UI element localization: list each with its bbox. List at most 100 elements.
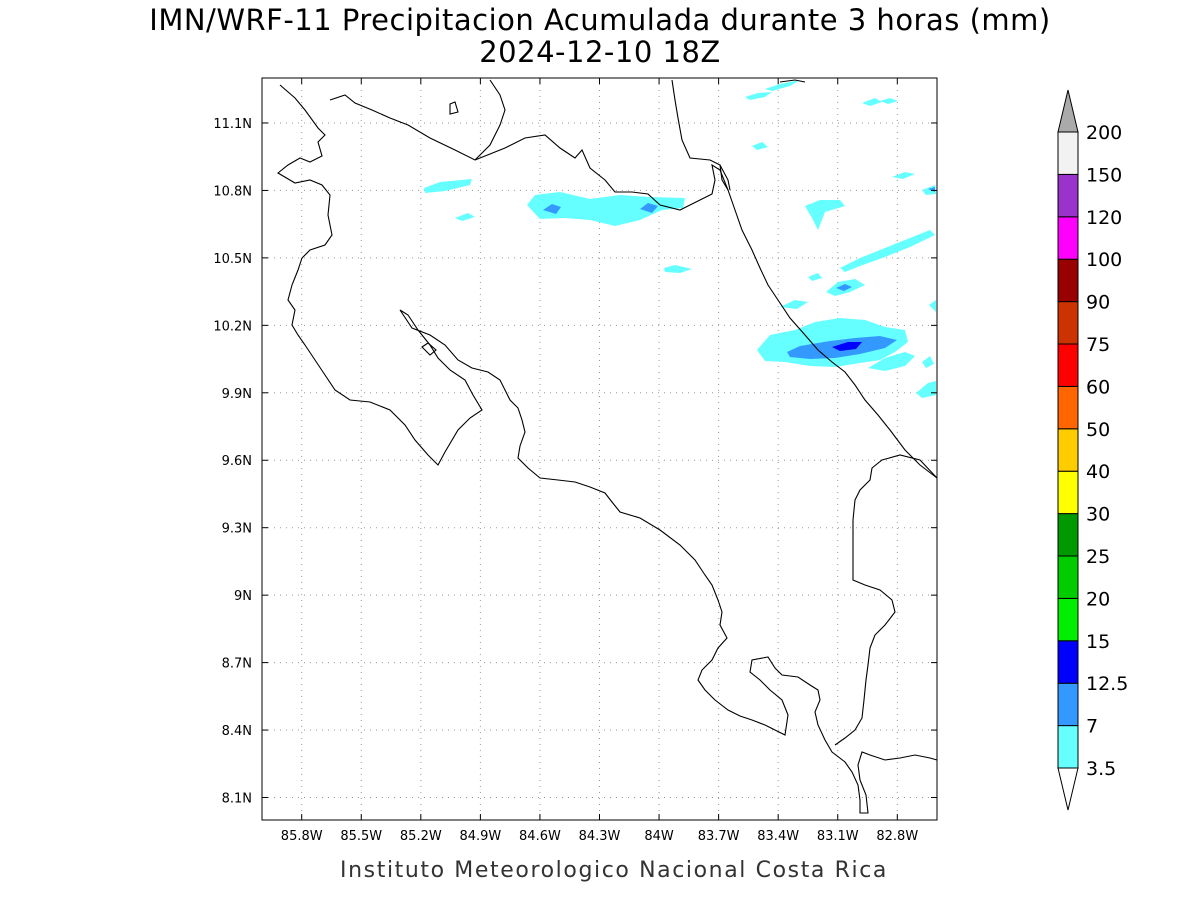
lon-tick-label: 85.2W	[400, 829, 442, 844]
lon-tick-label: 82.8W	[876, 829, 918, 844]
precip-area-3.5	[527, 192, 685, 226]
lon-tick-label: 84.6W	[519, 829, 561, 844]
pacific-coastline	[277, 84, 938, 814]
precip-area-3.5	[892, 172, 915, 179]
colorbar-label: 7	[1086, 716, 1098, 738]
colorbar-swatch	[1057, 216, 1079, 260]
colorbar-swatch	[1057, 555, 1079, 599]
colorbar-label: 40	[1086, 461, 1110, 483]
precip-area-3.5	[745, 92, 772, 100]
colorbar-swatch	[1057, 597, 1079, 642]
lat-tick-label: 10.2N	[213, 319, 252, 334]
precip-area-3.5	[424, 179, 472, 193]
precip-area-3.5	[868, 352, 915, 371]
lon-tick-label: 83.1W	[817, 829, 859, 844]
colorbar-swatch	[1057, 131, 1079, 175]
colorbar-label: 20	[1086, 588, 1110, 610]
title-line-2: 2024-12-10 18Z	[479, 35, 721, 69]
lat-tick-label: 9.3N	[222, 522, 252, 537]
map-panel: 85.8W 85.5W 85.2W 84.9W 84.6W 84.3W 84W 83.7W 83…	[213, 77, 938, 844]
colorbar-label: 15	[1086, 631, 1110, 653]
lon-tick-label: 84W	[644, 829, 674, 844]
precip-area-3.5	[455, 213, 475, 221]
lat-tick-label: 10.5N	[213, 252, 252, 267]
colorbar-swatch	[1057, 301, 1079, 345]
precip-area-3.5	[922, 356, 934, 368]
lat-tick-label: 8.4N	[222, 724, 252, 739]
title-line-1: IMN/WRF-11 Precipitacion Acumulada duran…	[149, 3, 1050, 37]
colorbar-swatch	[1057, 428, 1079, 472]
lat-tick-label: 9.9N	[222, 387, 252, 402]
colorbar-label: 90	[1086, 292, 1110, 314]
lat-tick-label: 10.8N	[213, 184, 252, 199]
precip-area-3.5	[862, 98, 882, 106]
precip-area-3.5	[880, 98, 898, 104]
precip-area-7	[640, 203, 658, 213]
precip-area-7	[836, 284, 852, 291]
precip-northeast-offshore	[745, 80, 936, 296]
colorbar-swatch	[1057, 640, 1079, 684]
lon-tick-label: 85.5W	[340, 829, 382, 844]
colorbar-label: 12.5	[1086, 673, 1128, 695]
lat-tick-label: 9.6N	[222, 454, 252, 469]
colorbar-under-triangle	[1057, 767, 1079, 811]
colorbar-swatch	[1057, 725, 1079, 769]
colorbar-swatch	[1057, 385, 1079, 430]
precip-area-3.5	[929, 300, 936, 312]
colorbar-label: 75	[1086, 334, 1110, 356]
precip-caribbean	[757, 300, 936, 398]
colorbar-swatch	[1057, 258, 1079, 303]
coastlines-and-borders	[277, 79, 938, 814]
precip-area-3.5	[916, 381, 936, 398]
colorbar-label: 150	[1086, 164, 1122, 186]
lon-tick-label: 83.7W	[698, 829, 740, 844]
precip-area-3.5	[664, 265, 692, 273]
colorbar-swatch	[1057, 470, 1079, 515]
lat-tick-label: 8.1N	[222, 792, 252, 807]
longitude-tick-labels: 85.8W 85.5W 85.2W 84.9W 84.6W 84.3W 84W 83.7W 83…	[281, 78, 918, 844]
nicoya-gulf-island	[421, 342, 437, 356]
colorbar-label: 3.5	[1086, 758, 1116, 780]
colorbar-label: 60	[1086, 376, 1110, 398]
lake-edge	[719, 164, 731, 191]
lake-nicaragua-island	[449, 101, 459, 115]
colorbar-label-top: 200	[1086, 122, 1122, 144]
precip-area-3.5	[780, 300, 808, 309]
caribbean-coastline	[671, 79, 938, 479]
lat-tick-label: 9N	[234, 589, 252, 604]
colorbar-swatch	[1057, 513, 1079, 557]
latitude-tick-labels: 11.1N 10.8N 10.5N 10.2N 9.9N 9.6N 9.3N 9N 8.7N 8.…	[213, 117, 937, 807]
colorbar-swatch	[1057, 682, 1079, 727]
colorbar-swatch	[1057, 173, 1079, 218]
credit-text: Instituto Meteorologico Nacional Costa R…	[340, 858, 888, 883]
colorbar-label: 25	[1086, 546, 1110, 568]
precip-area-3.5	[752, 142, 768, 150]
northeast-coast-fragment	[779, 79, 806, 83]
precip-area-3.5	[765, 80, 800, 91]
precip-area-7	[543, 204, 561, 214]
lon-tick-label: 83.4W	[757, 829, 799, 844]
lat-tick-label: 11.1N	[213, 117, 252, 132]
colorbar-swatch	[1057, 343, 1079, 387]
lon-tick-label: 85.8W	[281, 829, 323, 844]
precip-area-3.5	[922, 185, 936, 195]
map-gridlines	[262, 78, 937, 820]
colorbar-label: 100	[1086, 249, 1122, 271]
precip-area-12.5	[832, 342, 862, 351]
precipitation-field	[424, 80, 936, 398]
colorbar: 3.5 7 12.5 15 20 25 30 40 50 60 75 90 100 120 150 200	[1057, 89, 1128, 811]
panama-border	[834, 454, 938, 746]
precip-area-3.5	[805, 200, 845, 230]
nicaragua-border-north	[329, 79, 506, 161]
precip-area-3.5	[840, 230, 935, 272]
colorbar-label: 120	[1086, 207, 1122, 229]
colorbar-label: 30	[1086, 504, 1110, 526]
nicaragua-border-east	[474, 134, 729, 211]
precip-north-plains	[424, 179, 692, 273]
colorbar-over-triangle	[1057, 89, 1079, 133]
lon-tick-label: 84.9W	[459, 829, 501, 844]
lon-tick-label: 84.3W	[579, 829, 621, 844]
lat-tick-label: 8.7N	[222, 657, 252, 672]
precip-area-3.5	[808, 273, 822, 281]
